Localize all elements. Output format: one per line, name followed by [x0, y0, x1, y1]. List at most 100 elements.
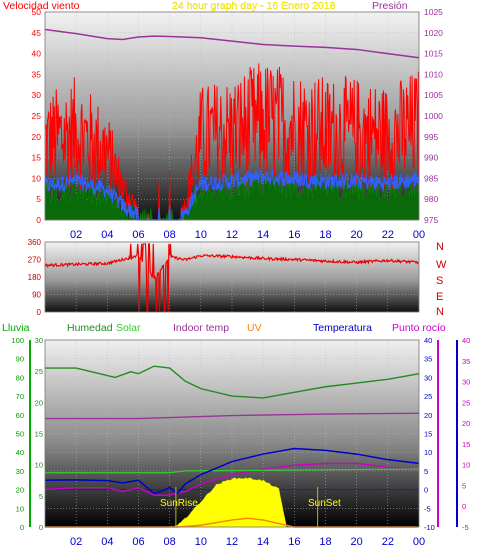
pressure-axis-tick: 975 — [424, 215, 438, 225]
direction-axis-tick: 360 — [28, 238, 42, 247]
wind-x-tick: 00 — [413, 229, 425, 241]
compass-n-bottom: N — [436, 306, 444, 318]
wind-axis-tick: 45 — [32, 28, 42, 38]
chart-title: 24 hour graph day - 16 Enero 2018 — [172, 0, 336, 12]
lluvia-axis-tick: 0 — [20, 523, 24, 532]
lluvia-axis-tick: 100 — [11, 336, 24, 345]
wind-axis-tick: 25 — [32, 111, 42, 121]
rocio-axis-tick: 15 — [462, 440, 470, 449]
temp-x-tick: 10 — [195, 536, 207, 548]
wind-x-tick: 16 — [288, 229, 300, 241]
temp-x-tick: 14 — [257, 536, 269, 548]
wind-x-tick: 20 — [351, 229, 363, 241]
rocio-axis-tick: 0 — [462, 502, 466, 511]
rocio-axis-tick: 30 — [462, 378, 470, 387]
temperature-series — [44, 447, 420, 495]
temperatura-axis-tick: -10 — [424, 523, 435, 532]
temperatura-axis-tick: 35 — [424, 355, 432, 364]
wind-x-tick: 10 — [195, 229, 207, 241]
wind-x-tick: 08 — [164, 229, 176, 241]
pressure-axis-tick: 1010 — [424, 69, 443, 79]
dew-point-series — [44, 462, 420, 496]
wind-x-tick: 04 — [101, 229, 113, 241]
indoor-temp-series — [45, 412, 420, 420]
sunset-label: SunSet — [308, 498, 341, 509]
lluvia-axis-tick: 40 — [16, 448, 24, 457]
temperatura-axis-tick: 25 — [424, 392, 432, 401]
compass-s: S — [436, 275, 443, 287]
wind-x-tick: 18 — [319, 229, 331, 241]
temp-x-tick: 00 — [413, 536, 425, 548]
temperatura-axis-tick: 20 — [424, 411, 432, 420]
sunrise-label: SunRise — [160, 498, 198, 509]
wind-axis-tick: 15 — [32, 153, 42, 163]
compass-w: W — [436, 259, 447, 271]
rocio-axis-tick: 10 — [462, 461, 470, 470]
wind-axis-tick: 50 — [32, 7, 42, 17]
wind-speed-series — [44, 63, 420, 221]
temp-x-tick: 18 — [319, 536, 331, 548]
wind-axis-tick: 20 — [32, 132, 42, 142]
wind-x-tick: 06 — [132, 229, 144, 241]
pressure-axis-tick: 990 — [424, 153, 438, 163]
temperatura-label: Temperatura — [313, 322, 372, 334]
pressure-series — [44, 28, 420, 59]
compass-n-top: N — [436, 241, 444, 253]
lluvia-axis-tick: 10 — [16, 504, 24, 513]
rocio-axis-tick: 20 — [462, 419, 470, 428]
humidity-series — [45, 365, 420, 399]
temp-x-tick: 04 — [101, 536, 113, 548]
wind-axis-tick: 40 — [32, 49, 42, 59]
pressure-axis-tick: 985 — [424, 173, 438, 183]
pressure-axis-tick: 1020 — [424, 28, 443, 38]
direction-panel-border — [44, 241, 420, 313]
wind-axis-tick: 0 — [36, 215, 41, 225]
lluvia-axis-tick: 90 — [16, 355, 24, 364]
wind-axis-tick: 35 — [32, 69, 42, 79]
punto-rocio-label: Punto rocío — [392, 322, 446, 334]
wind-x-tick: 22 — [382, 229, 394, 241]
rocio-axis-tick: 40 — [462, 336, 470, 345]
temp-x-tick: 02 — [70, 536, 82, 548]
humedad-axis-tick: 20 — [35, 398, 43, 407]
pressure-label: Presión — [372, 0, 408, 12]
wind-x-tick: 02 — [70, 229, 82, 241]
wind-x-tick: 14 — [257, 229, 269, 241]
solar-label: Solar — [116, 322, 141, 334]
lluvia-axis-tick: 80 — [16, 373, 24, 382]
wind-x-tick: 12 — [226, 229, 238, 241]
solar-level-series — [45, 468, 420, 474]
temp-x-tick: 20 — [351, 536, 363, 548]
lluvia-axis-tick: 60 — [16, 411, 24, 420]
rocio-axis-tick: 5 — [462, 481, 466, 490]
humedad-axis-tick: 15 — [35, 430, 43, 439]
temp-x-tick: 08 — [164, 536, 176, 548]
rocio-axis-tick: 25 — [462, 398, 470, 407]
uv-label: UV — [247, 322, 262, 334]
wind-average-series — [44, 169, 420, 221]
pressure-axis-tick: 1005 — [424, 90, 443, 100]
pressure-axis-tick: 1025 — [424, 7, 443, 17]
direction-axis-tick: 0 — [37, 308, 42, 317]
pressure-axis-tick: 1000 — [424, 111, 443, 121]
lluvia-axis-tick: 30 — [16, 467, 24, 476]
rocio-axis-tick: 35 — [462, 357, 470, 366]
rocio-axis-bar — [437, 340, 439, 527]
temperatura-axis-tick: 0 — [424, 486, 428, 495]
indoor-temp-label: Indoor temp — [173, 322, 229, 334]
lluvia-axis-bar — [29, 340, 31, 527]
temp-x-tick: 06 — [132, 536, 144, 548]
temperatura-axis-tick: -5 — [424, 504, 431, 513]
humedad-label: Humedad — [67, 322, 113, 334]
temp-x-tick: 22 — [382, 536, 394, 548]
wind-speed-label: Velocidad viento — [3, 0, 80, 12]
direction-axis-tick: 90 — [32, 291, 41, 300]
temp-panel-border — [44, 339, 420, 528]
temperatura-axis-tick: 30 — [424, 373, 432, 382]
pressure-axis-tick: 980 — [424, 194, 438, 204]
pressure-axis-tick: 995 — [424, 132, 438, 142]
temperatura-axis-tick: 5 — [424, 467, 428, 476]
pressure-axis-tick: 1015 — [424, 49, 443, 59]
direction-axis-tick: 180 — [28, 273, 42, 282]
